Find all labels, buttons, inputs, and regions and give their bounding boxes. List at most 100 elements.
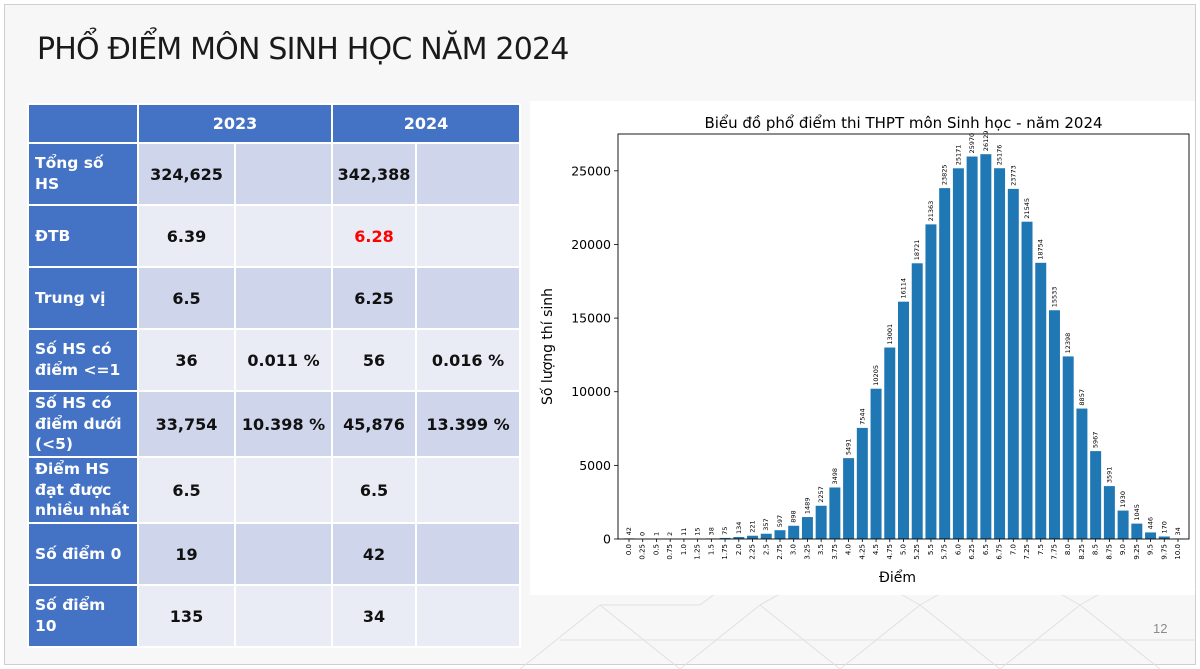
value-2024: 6.5	[331, 456, 417, 524]
score-distribution-chart: Biểu đồ phổ điểm thi THPT môn Sinh học -…	[539, 114, 1190, 586]
x-tick-label: 5.25	[913, 544, 921, 560]
row-label: Số điểm 10	[27, 584, 139, 648]
comparison-table: 2023 2024 Tổng số HS 324,625 342,388 ĐTB 6.3…	[27, 103, 521, 648]
bar	[1158, 536, 1170, 539]
bar-value-label: 25176	[996, 145, 1004, 166]
bar	[1076, 408, 1088, 539]
bar	[719, 537, 731, 539]
bar	[760, 533, 772, 539]
x-tick-label: 2.0	[735, 544, 743, 555]
bar	[829, 487, 841, 539]
percent-2023	[234, 456, 333, 524]
x-tick-label: 4.5	[872, 544, 880, 555]
row-label: Số HS có điểm dưới (<5)	[27, 390, 139, 458]
x-tick-label: 0.75	[666, 544, 674, 560]
value-2023: 6.5	[137, 456, 236, 524]
x-tick-label: 1.25	[694, 544, 702, 560]
bar-value-label: 23773	[1009, 165, 1017, 186]
bar-value-label: 2257	[817, 486, 825, 503]
bar	[815, 505, 827, 539]
value-2023: 33,754	[137, 390, 236, 458]
value-2024: 45,876	[331, 390, 417, 458]
table-header-corner	[27, 103, 139, 144]
bar	[994, 168, 1006, 539]
bar	[980, 154, 992, 539]
percent-2023: 10.398 %	[234, 390, 333, 458]
x-tick-label: 2.75	[776, 544, 784, 560]
bar	[788, 525, 800, 539]
percent-2024	[415, 456, 521, 524]
y-axis-label: Số lượng thí sinh	[539, 288, 556, 405]
x-tick-label: 3.0	[790, 544, 798, 555]
x-tick-label: 8.0	[1064, 544, 1072, 555]
y-tick-label: 10000	[571, 384, 611, 399]
value-2024: 6.25	[331, 266, 417, 330]
value-2024: 34	[331, 584, 417, 648]
row-label: Số HS có điểm <=1	[27, 328, 139, 392]
bar	[939, 188, 951, 539]
x-tick-label: 0.25	[639, 544, 647, 560]
x-tick-label: 9.5	[1147, 544, 1155, 555]
x-tick-label: 3.5	[817, 544, 825, 555]
bar	[856, 427, 868, 539]
percent-2023	[234, 142, 333, 206]
value-2024: 56	[331, 328, 417, 392]
x-tick-label: 2.25	[749, 544, 757, 560]
bar-value-label: 42	[625, 527, 633, 535]
x-tick-label: 6.25	[968, 544, 976, 560]
x-tick-label: 9.75	[1160, 544, 1168, 560]
bar-value-label: 38	[707, 527, 715, 535]
value-2024: 6.28	[331, 204, 417, 268]
bar-value-label: 221	[749, 520, 757, 532]
bar-value-label: 357	[762, 518, 770, 530]
y-tick-label: 25000	[571, 163, 611, 178]
bar-value-label: 25171	[954, 145, 962, 166]
table-row: ĐTB 6.39 6.28	[27, 204, 521, 268]
row-label: Tổng số HS	[27, 142, 139, 206]
bar	[898, 301, 909, 539]
x-tick-label: 6.0	[954, 544, 962, 555]
bar-value-label: 446	[1147, 517, 1155, 529]
x-tick-label: 4.25	[858, 544, 866, 560]
x-axis-label: Điểm	[879, 569, 916, 586]
table-header-2024: 2024	[331, 103, 521, 144]
bar-value-label: 0	[639, 532, 647, 536]
bar-value-label: 2	[666, 532, 674, 536]
percent-2024: 0.016 %	[415, 328, 521, 392]
page-number: 12	[1153, 621, 1168, 636]
x-tick-label: 1.5	[707, 544, 715, 555]
bar-value-label: 3498	[831, 468, 839, 485]
percent-2023	[234, 522, 333, 586]
bar-value-label: 25970	[968, 133, 976, 154]
x-tick-label: 4.75	[886, 544, 894, 560]
x-tick-label: 5.75	[941, 544, 949, 560]
percent-2024	[415, 204, 521, 268]
bar	[1131, 523, 1143, 539]
percent-2023	[234, 584, 333, 648]
bar-value-label: 1	[652, 532, 660, 536]
chart-title: Biểu đồ phổ điểm thi THPT môn Sinh học -…	[704, 114, 1102, 132]
x-tick-label: 7.75	[1050, 544, 1058, 560]
bar	[1021, 221, 1033, 539]
bar	[1062, 356, 1074, 539]
x-tick-label: 9.25	[1133, 544, 1141, 560]
bar-value-label: 134	[735, 522, 743, 534]
bar-value-label: 13001	[886, 324, 894, 345]
bar-value-label: 75	[721, 527, 729, 535]
bar-value-label: 597	[776, 515, 784, 527]
bar-value-label: 21363	[927, 201, 935, 222]
value-2024: 342,388	[331, 142, 417, 206]
table-row: Số HS có điểm dưới (<5) 33,754 10.398 % 45,…	[27, 390, 521, 458]
x-tick-label: 4.0	[845, 544, 853, 555]
value-2023: 6.39	[137, 204, 236, 268]
x-tick-label: 6.5	[982, 544, 990, 555]
bar-value-label: 8857	[1078, 389, 1086, 406]
percent-2024	[415, 584, 521, 648]
table-header-2023: 2023	[137, 103, 333, 144]
row-label: Điểm HS đạt được nhiều nhất	[27, 456, 139, 524]
bar	[843, 458, 855, 539]
x-tick-label: 2.5	[762, 544, 770, 555]
x-tick-label: 8.5	[1092, 544, 1100, 555]
row-label: ĐTB	[27, 204, 139, 268]
x-tick-label: 6.75	[996, 544, 1004, 560]
